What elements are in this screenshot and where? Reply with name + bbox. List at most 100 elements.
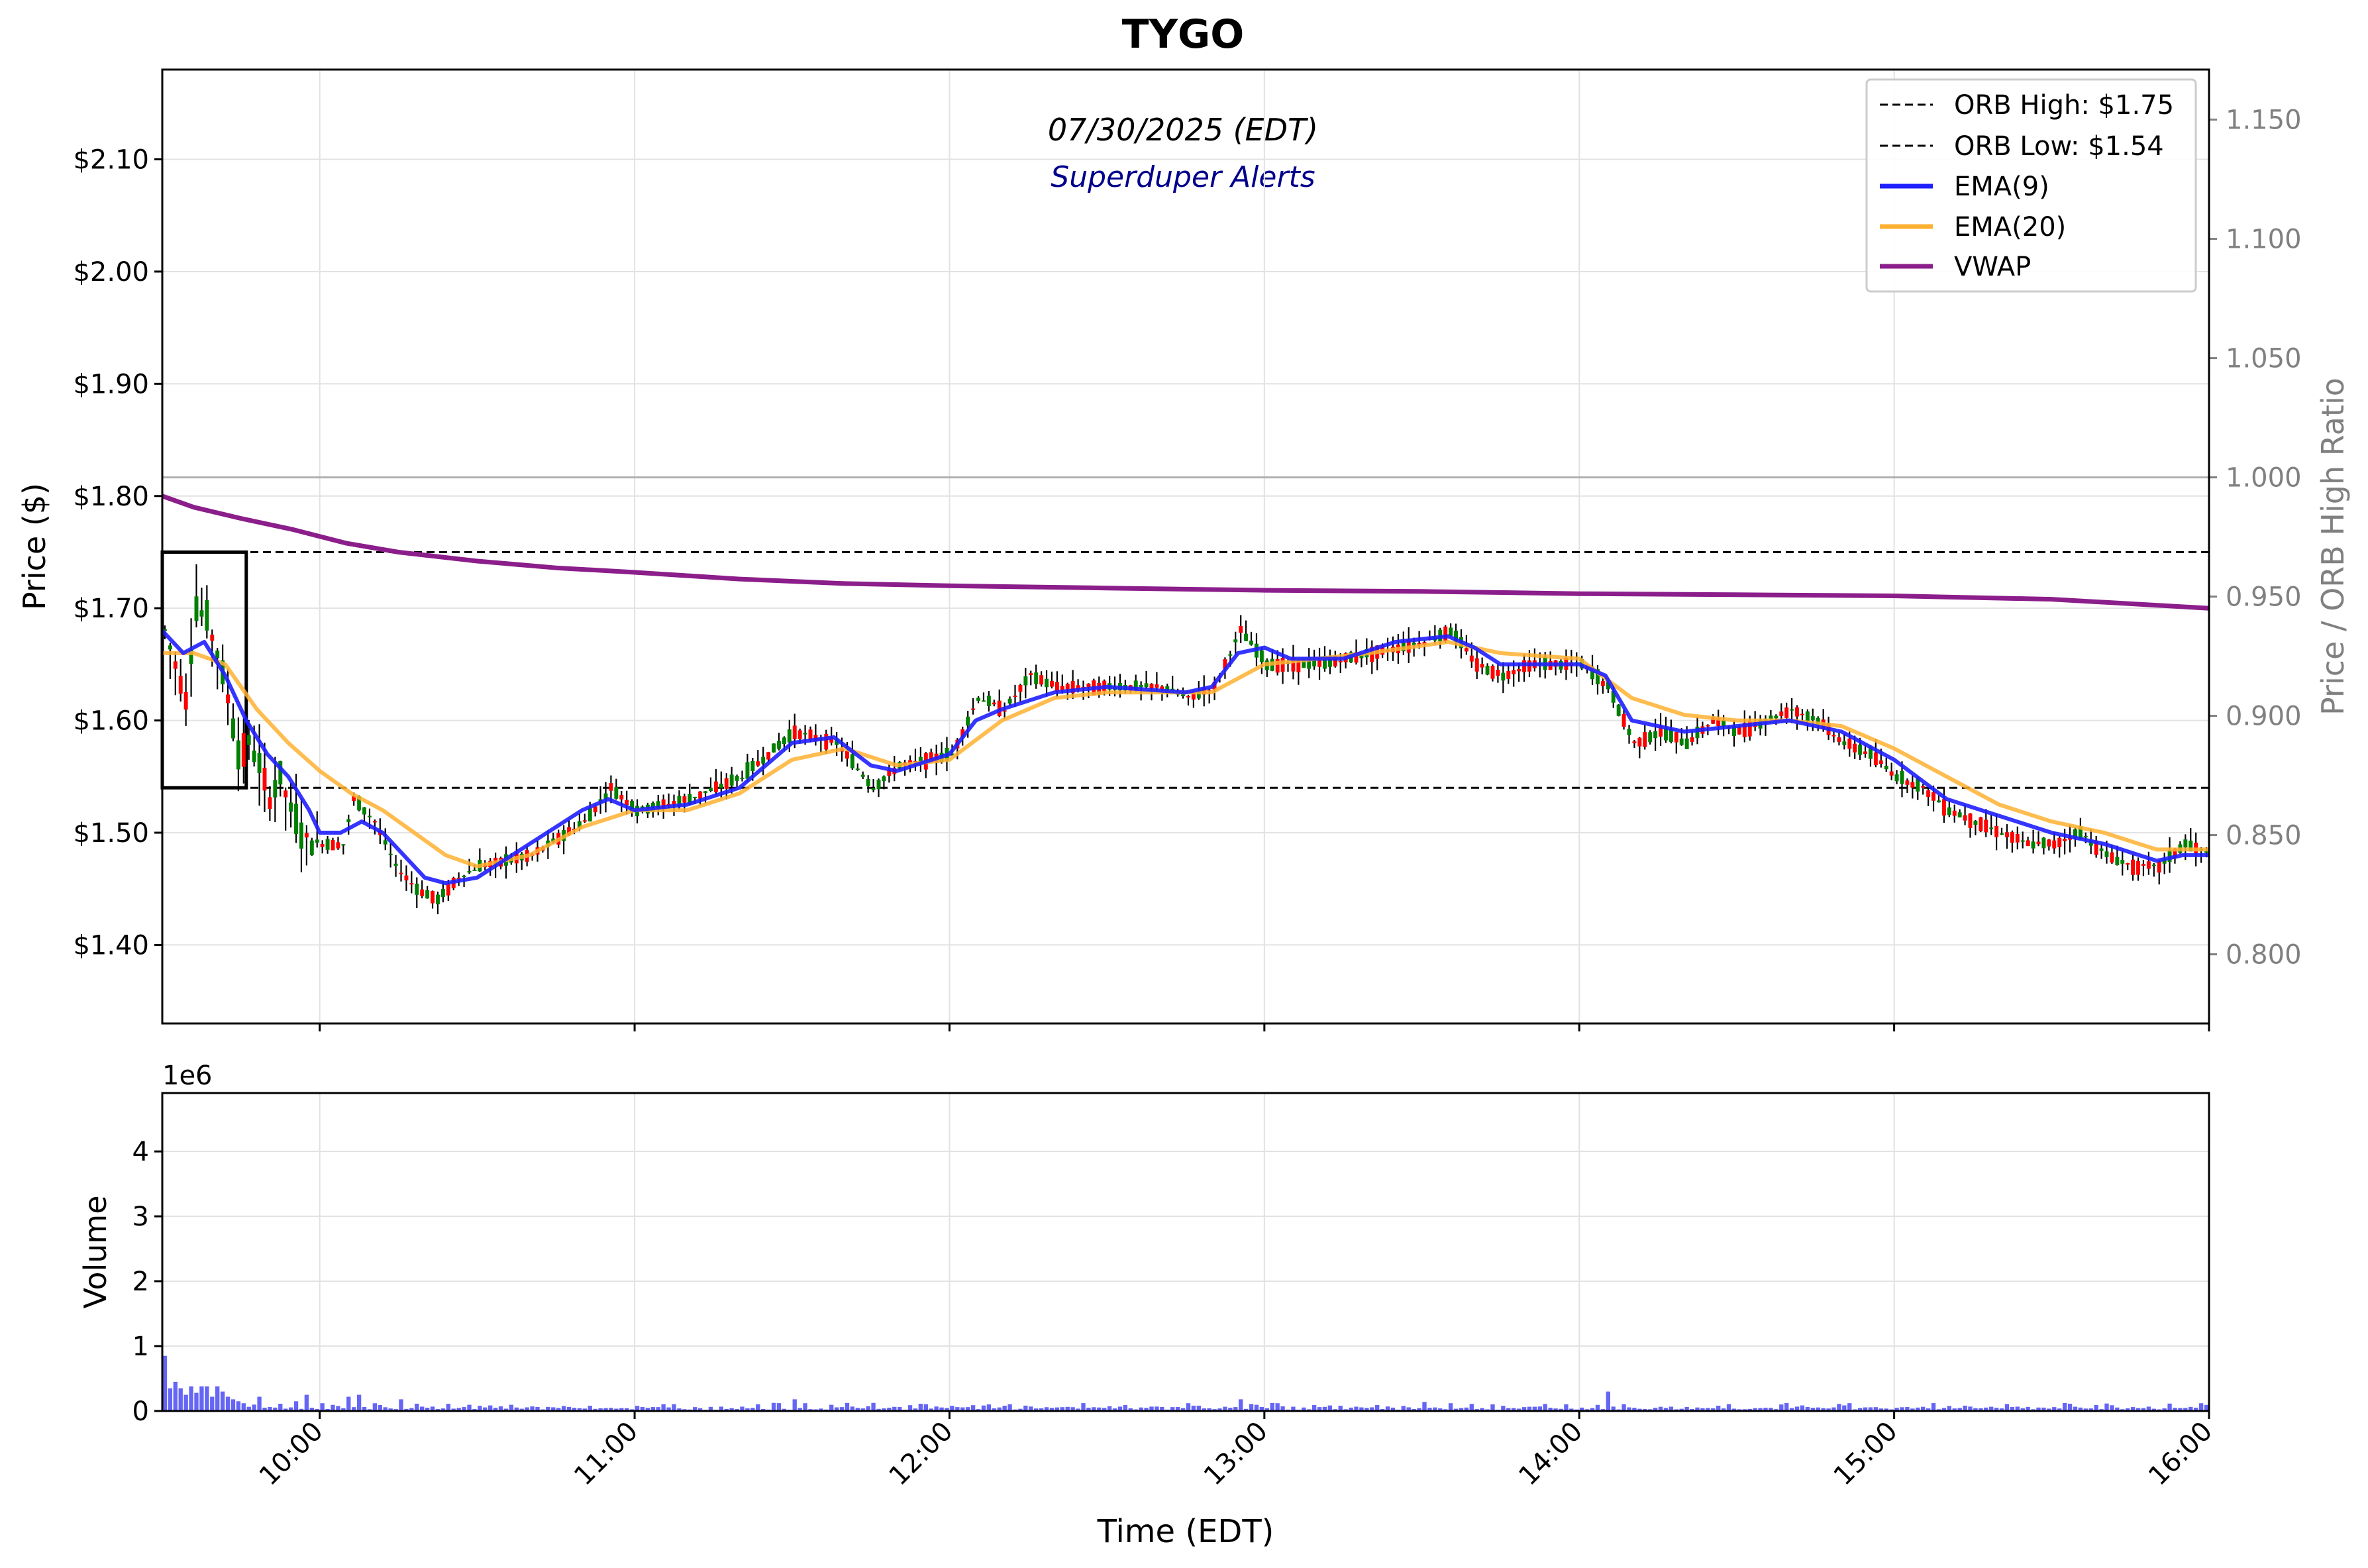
candle-body xyxy=(352,796,356,802)
candle-body xyxy=(1941,799,1946,816)
candle-body xyxy=(1291,657,1296,672)
candle-body xyxy=(1742,723,1747,737)
candle-body xyxy=(226,694,231,704)
volume-bar xyxy=(1611,1406,1616,1411)
candle-body xyxy=(268,797,272,810)
candle-body xyxy=(431,891,435,904)
volume-bar xyxy=(923,1404,928,1411)
candle-body xyxy=(472,869,477,871)
candle-body xyxy=(1674,732,1678,743)
ratio-tick-label: 1.000 xyxy=(2226,463,2302,494)
candle-body xyxy=(1144,683,1149,688)
volume-bar xyxy=(440,1408,446,1411)
volume-bar xyxy=(1763,1408,1768,1411)
volume-bar xyxy=(2041,1407,2046,1411)
volume-bar xyxy=(1989,1406,1994,1411)
candle-body xyxy=(756,761,760,766)
volume-bar xyxy=(1354,1406,1359,1411)
candle-body xyxy=(860,774,865,777)
volume-bar xyxy=(535,1406,540,1411)
candle-body xyxy=(871,788,876,790)
candle-body xyxy=(399,872,403,874)
volume-bar xyxy=(1191,1405,1196,1411)
candle-body xyxy=(315,839,319,843)
candle-body xyxy=(1045,678,1049,688)
candle-body xyxy=(231,718,235,739)
candle-body xyxy=(1884,765,1888,770)
volume-bar xyxy=(378,1405,382,1411)
volume-bar xyxy=(1427,1408,1432,1411)
candle-body xyxy=(1643,732,1647,747)
volume-bar xyxy=(577,1408,582,1411)
candle-body xyxy=(2078,826,2083,839)
volume-bar xyxy=(1695,1407,1700,1411)
volume-bar xyxy=(1065,1406,1070,1411)
legend-label-ema20: EMA(20) xyxy=(1954,212,2066,242)
volume-bar xyxy=(1921,1406,1926,1411)
candle-body xyxy=(708,788,713,792)
volume-bar xyxy=(1102,1408,1107,1411)
volume-bar xyxy=(1049,1408,1055,1411)
candle-body xyxy=(1512,670,1516,674)
price-tick-label: $1.50 xyxy=(73,818,149,849)
candle-body xyxy=(1774,715,1778,719)
candle-body xyxy=(1013,696,1017,698)
volume-bar xyxy=(898,1406,902,1411)
candle-body xyxy=(372,821,377,823)
legend-label-orb-low: ORB Low: $1.54 xyxy=(1954,131,2164,162)
candle-body xyxy=(1868,747,1873,759)
volume-bar xyxy=(866,1406,870,1411)
candle-body xyxy=(1695,727,1700,739)
candle-body xyxy=(289,802,293,812)
candle-body xyxy=(1312,659,1317,666)
volume-bar xyxy=(1606,1391,1610,1411)
volume-bar xyxy=(1527,1406,1532,1411)
candle-body xyxy=(1007,698,1012,704)
candle-body xyxy=(383,840,387,845)
legend-item-orb-low: ORB Low: $1.54 xyxy=(1880,131,2164,162)
volume-bar xyxy=(1291,1406,1296,1411)
volume-bar xyxy=(1417,1408,1421,1411)
volume-bar xyxy=(1327,1405,1333,1411)
candle-body xyxy=(971,708,976,710)
candle-body xyxy=(1837,737,1841,743)
candle-body xyxy=(336,842,340,849)
volume-bar xyxy=(1275,1403,1280,1411)
candle-body xyxy=(866,778,870,786)
volume-bar xyxy=(588,1406,592,1411)
volume-bar xyxy=(288,1407,293,1411)
volume-bar xyxy=(257,1396,262,1411)
volume-bar xyxy=(945,1408,949,1411)
volume-bar xyxy=(918,1404,923,1411)
volume-bar xyxy=(2198,1403,2204,1411)
volume-bar xyxy=(640,1407,645,1411)
volume-bar xyxy=(425,1408,430,1411)
volume-bar xyxy=(776,1403,782,1411)
candle-body xyxy=(1049,680,1054,687)
candle-body xyxy=(2063,838,2067,841)
candle-body xyxy=(210,635,215,641)
volume-bar xyxy=(2178,1408,2183,1411)
candle-body xyxy=(304,833,309,838)
volume-bar xyxy=(162,1355,168,1411)
candle-body xyxy=(876,780,881,790)
volume-bar xyxy=(1375,1405,1380,1411)
candle-body xyxy=(1916,778,1920,792)
candle-body xyxy=(724,778,729,789)
volume-bar xyxy=(2183,1408,2188,1411)
candle-body xyxy=(1653,731,1658,739)
volume-bar xyxy=(383,1407,387,1411)
candle-body xyxy=(1669,728,1673,742)
candle-body xyxy=(855,768,860,770)
volume-bar xyxy=(1941,1408,1947,1411)
legend-item-orb-high: ORB High: $1.75 xyxy=(1880,90,2174,121)
candle-body xyxy=(1637,737,1642,747)
candle-body xyxy=(1779,711,1784,716)
candle-body xyxy=(236,740,240,770)
candle-body xyxy=(1065,684,1070,690)
candle-body xyxy=(273,780,278,798)
volume-bar xyxy=(252,1404,256,1411)
candle-body xyxy=(2031,841,2035,849)
candle-body xyxy=(1181,694,1186,696)
candle-body xyxy=(1931,792,1936,801)
